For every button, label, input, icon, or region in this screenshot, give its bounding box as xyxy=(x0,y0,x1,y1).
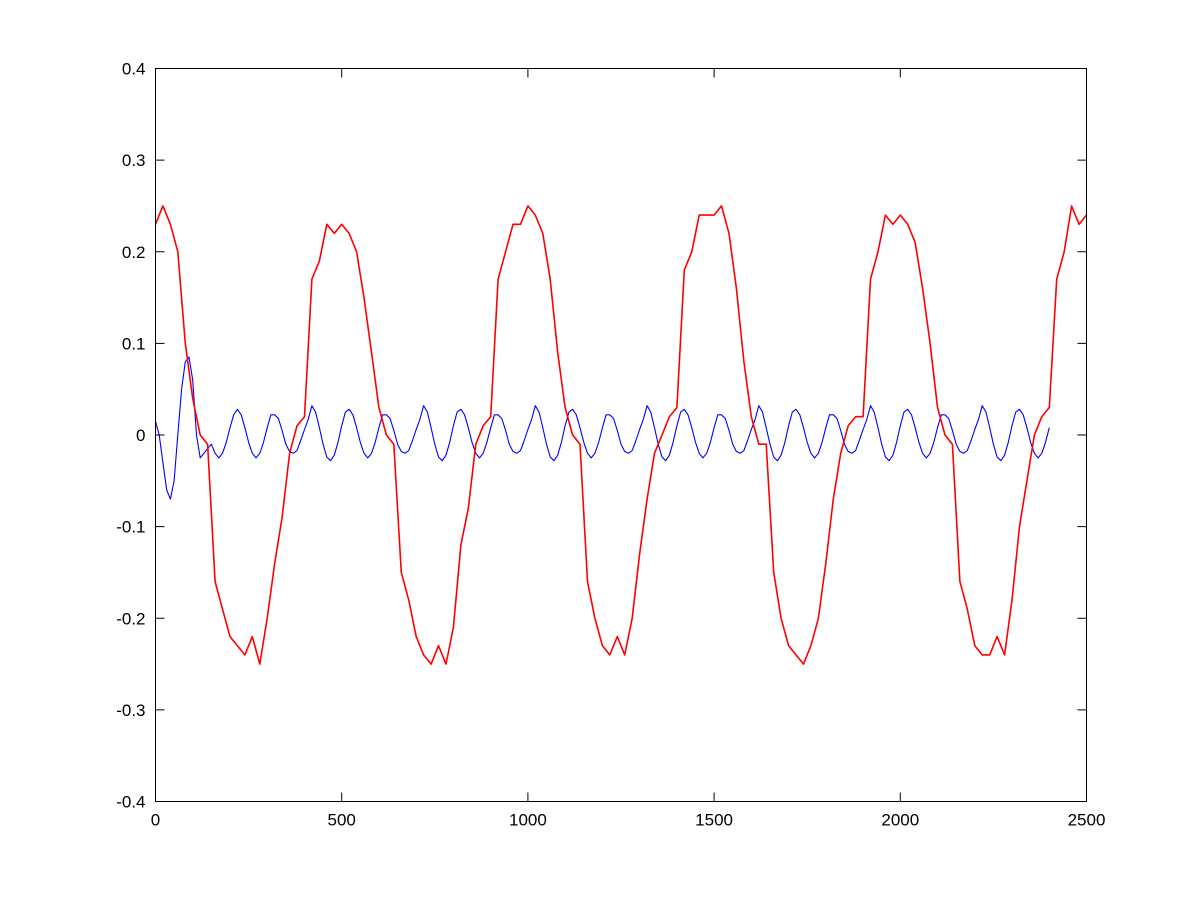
y-tick-label: 0 xyxy=(136,426,145,445)
y-tick-label: 0.2 xyxy=(122,243,146,262)
series-layer xyxy=(154,205,1088,665)
y-tick-label: 0.1 xyxy=(122,334,146,353)
x-tick-label: 500 xyxy=(328,811,356,830)
x-tick-label: 1500 xyxy=(695,811,733,830)
y-tick-label: 0.4 xyxy=(122,60,146,79)
y-tick-label: -0.3 xyxy=(116,701,145,720)
tick-layer: 0 500 1000 1500 2000 2500 -0.4 -0.3 -0.2 -0.1 0 0.1… xyxy=(116,60,1105,830)
y-tick-label: -0.2 xyxy=(116,609,145,628)
y-tick-label: 0.3 xyxy=(122,151,146,170)
x-tick-label: 1000 xyxy=(509,811,547,830)
y-tick-label: -0.1 xyxy=(116,518,145,537)
y-tick-label: -0.4 xyxy=(116,793,145,812)
x-tick-label: 2500 xyxy=(1068,811,1106,830)
series-line-blue xyxy=(154,356,1050,500)
x-tick-label: 2000 xyxy=(881,811,919,830)
series-line-red xyxy=(154,205,1088,665)
x-tick-label: 0 xyxy=(151,811,160,830)
